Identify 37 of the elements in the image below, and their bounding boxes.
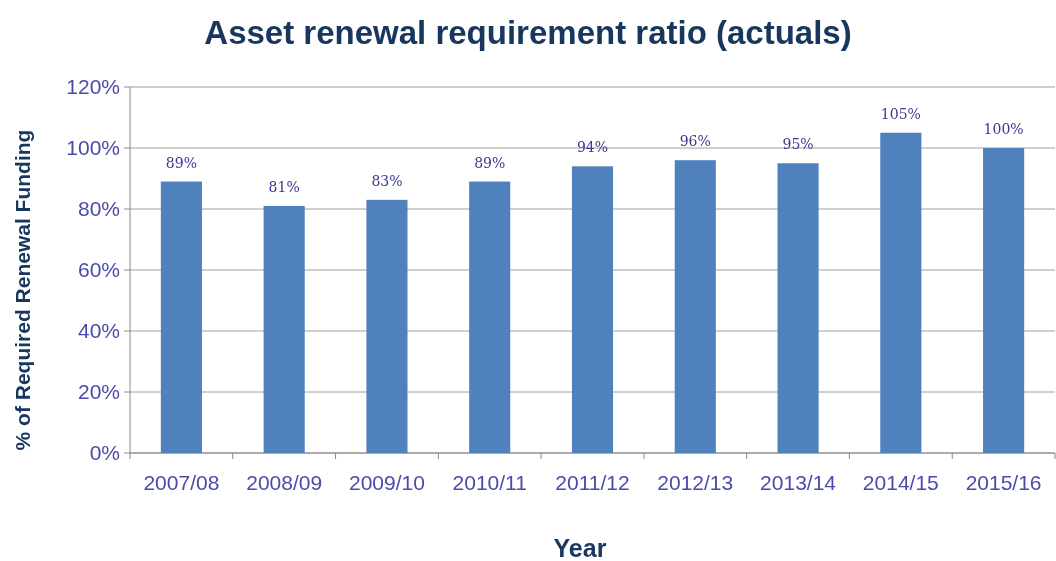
data-label: 89% (474, 154, 506, 171)
x-tick-label: 2015/16 (965, 471, 1042, 494)
data-label: 83% (371, 172, 403, 189)
x-axis-title: Year (553, 534, 607, 561)
y-tick-label: 100% (66, 136, 120, 160)
bar (777, 163, 819, 453)
chart-title: Asset renewal requirement ratio (actuals) (204, 14, 852, 51)
bar (366, 199, 408, 453)
x-tick-label: 2013/14 (760, 471, 837, 494)
bar (674, 160, 716, 453)
y-tick-label: 40% (77, 319, 120, 343)
bar (160, 181, 202, 453)
data-label: 89% (165, 154, 197, 171)
x-tick-label: 2014/15 (862, 471, 939, 494)
y-axis-title: % of Required Renewal Funding (11, 129, 34, 451)
x-tick-label: 2009/10 (348, 471, 425, 494)
data-label: 81% (268, 178, 300, 195)
data-label: 96% (679, 133, 711, 150)
y-tick-label: 120% (66, 75, 120, 99)
bar (263, 205, 305, 453)
x-tick-label: 2012/13 (657, 471, 734, 494)
bar (983, 148, 1025, 453)
x-tick-label: 2010/11 (452, 471, 527, 494)
bar (571, 166, 614, 453)
bar (880, 132, 922, 453)
y-tick-label: 0% (89, 441, 120, 465)
bar (469, 181, 511, 453)
data-label: 94% (576, 139, 609, 156)
x-tick-label: 2007/08 (143, 471, 220, 494)
y-tick-label: 60% (77, 258, 120, 282)
data-label: 100% (983, 121, 1024, 137)
x-tick-label: 2011/12 (555, 471, 630, 494)
data-label: 95% (782, 136, 814, 153)
y-tick-label: 20% (77, 380, 120, 404)
y-tick-label: 80% (77, 197, 120, 221)
data-label: 105% (880, 105, 921, 122)
x-tick-label: 2008/09 (246, 471, 323, 494)
